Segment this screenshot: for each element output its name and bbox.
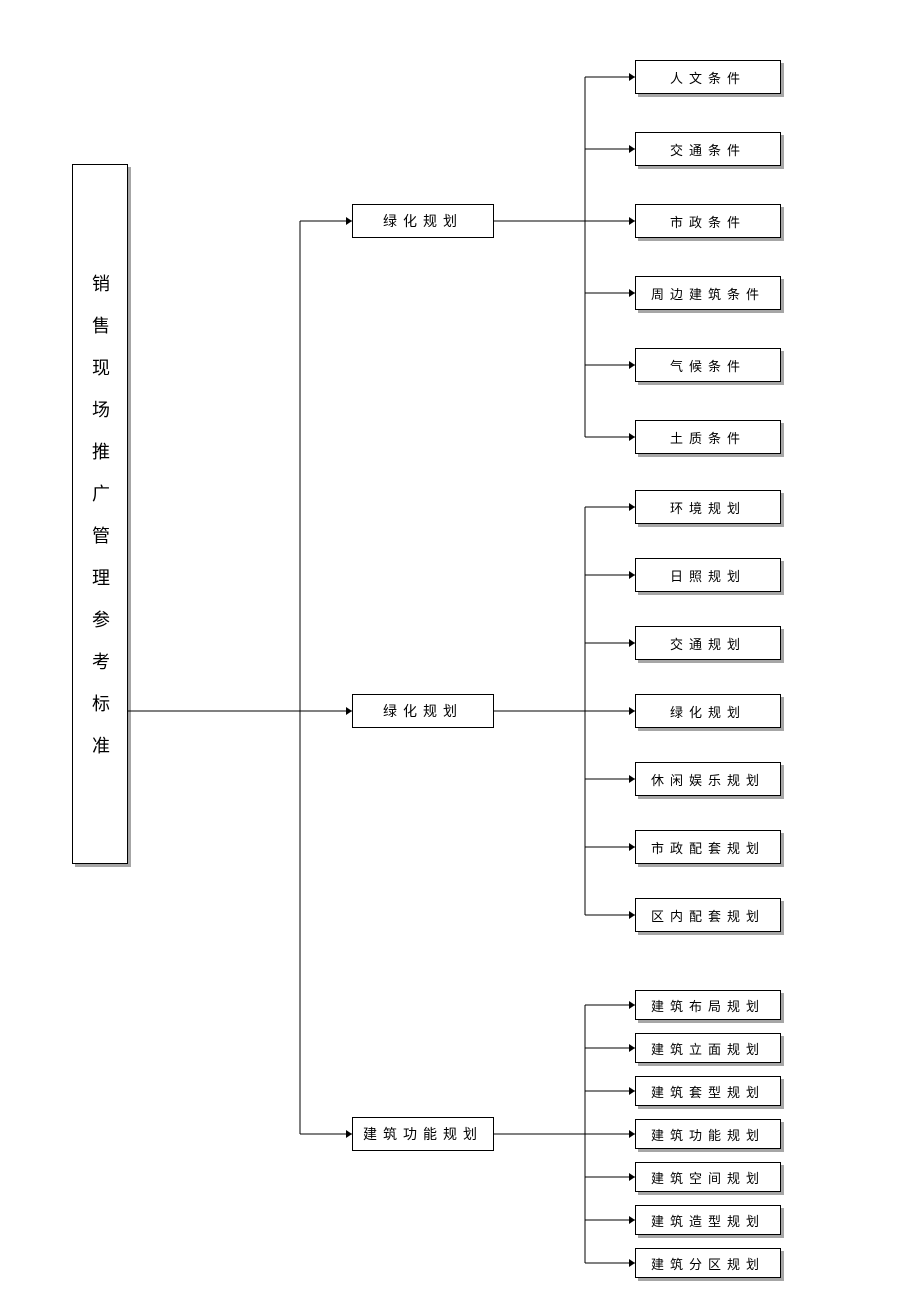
- leaf-node-10: 休闲娱乐规划: [635, 762, 781, 796]
- leaf-node-11: 市政配套规划: [635, 830, 781, 864]
- leaf-node-15: 建筑套型规划: [635, 1076, 781, 1106]
- leaf-node-14: 建筑立面规划: [635, 1033, 781, 1063]
- leaf-node-16: 建筑功能规划: [635, 1119, 781, 1149]
- leaf-node-0: 人文条件: [635, 60, 781, 94]
- leaf-node-8: 交通规划: [635, 626, 781, 660]
- leaf-node-17: 建筑空间规划: [635, 1162, 781, 1192]
- mid-node-m2: 绿化规划: [352, 694, 494, 728]
- mid-node-m1: 绿化规划: [352, 204, 494, 238]
- leaf-node-4: 气候条件: [635, 348, 781, 382]
- connectors-layer: [0, 0, 920, 1302]
- mid-node-m3: 建筑功能规划: [352, 1117, 494, 1151]
- leaf-node-3: 周边建筑条件: [635, 276, 781, 310]
- root-node: 销售现场推广管理参考标准: [72, 164, 128, 864]
- leaf-node-2: 市政条件: [635, 204, 781, 238]
- leaf-node-18: 建筑造型规划: [635, 1205, 781, 1235]
- leaf-node-9: 绿化规划: [635, 694, 781, 728]
- leaf-node-1: 交通条件: [635, 132, 781, 166]
- leaf-node-12: 区内配套规划: [635, 898, 781, 932]
- leaf-node-13: 建筑布局规划: [635, 990, 781, 1020]
- leaf-node-19: 建筑分区规划: [635, 1248, 781, 1278]
- leaf-node-6: 环境规划: [635, 490, 781, 524]
- leaf-node-7: 日照规划: [635, 558, 781, 592]
- leaf-node-5: 土质条件: [635, 420, 781, 454]
